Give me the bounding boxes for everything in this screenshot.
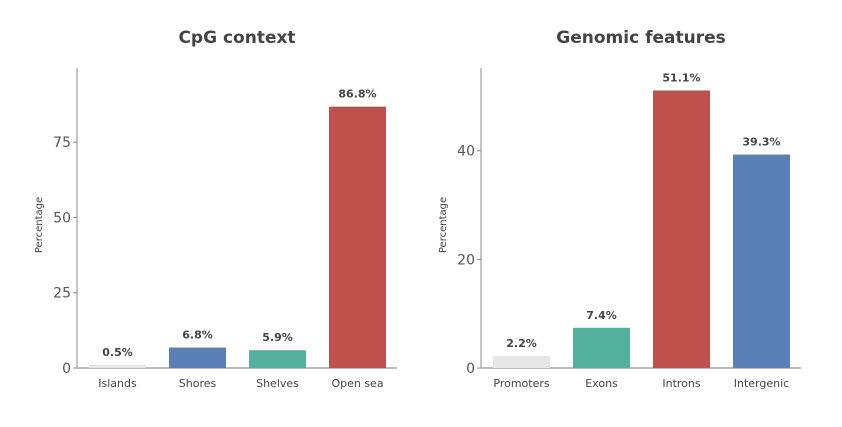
data-label: 5.9% xyxy=(262,331,293,344)
bar-shelves xyxy=(249,350,306,368)
y-tick-label: 50 xyxy=(53,210,71,226)
x-tick-label: Promoters xyxy=(493,377,549,390)
chart-title: Genomic features xyxy=(556,28,725,48)
x-tick-label: Islands xyxy=(98,377,137,390)
y-tick-label: 75 xyxy=(53,135,71,151)
data-label: 51.1% xyxy=(662,71,700,84)
y-tick-label: 25 xyxy=(53,286,71,302)
x-tick-label: Introns xyxy=(662,377,701,390)
data-label: 86.8% xyxy=(338,88,376,101)
data-label: 0.5% xyxy=(102,346,133,359)
bar-introns xyxy=(653,90,710,369)
x-tick-label: Exons xyxy=(585,377,618,390)
bar-promoters xyxy=(493,356,550,368)
bar-open-sea xyxy=(329,106,386,368)
x-tick-label: Open sea xyxy=(331,377,383,390)
data-label: 6.8% xyxy=(182,329,213,342)
x-tick-label: Intergenic xyxy=(734,377,789,390)
y-tick-label: 0 xyxy=(62,361,71,377)
data-label: 7.4% xyxy=(586,309,617,322)
data-label: 39.3% xyxy=(742,136,780,149)
x-tick-label: Shores xyxy=(179,377,217,390)
y-tick-label: 0 xyxy=(466,361,475,377)
bar-exons xyxy=(573,327,630,368)
x-tick-label: Shelves xyxy=(256,377,299,390)
bar-intergenic xyxy=(733,154,790,368)
y-axis-label: Percentage xyxy=(438,197,449,253)
y-axis-label: Percentage xyxy=(34,197,45,253)
y-tick-label: 20 xyxy=(457,252,475,268)
bar-shores xyxy=(169,347,226,368)
bar-islands xyxy=(89,365,146,368)
y-tick-label: 40 xyxy=(457,144,475,160)
data-label: 2.2% xyxy=(506,337,537,350)
chart-title: CpG context xyxy=(178,28,295,48)
